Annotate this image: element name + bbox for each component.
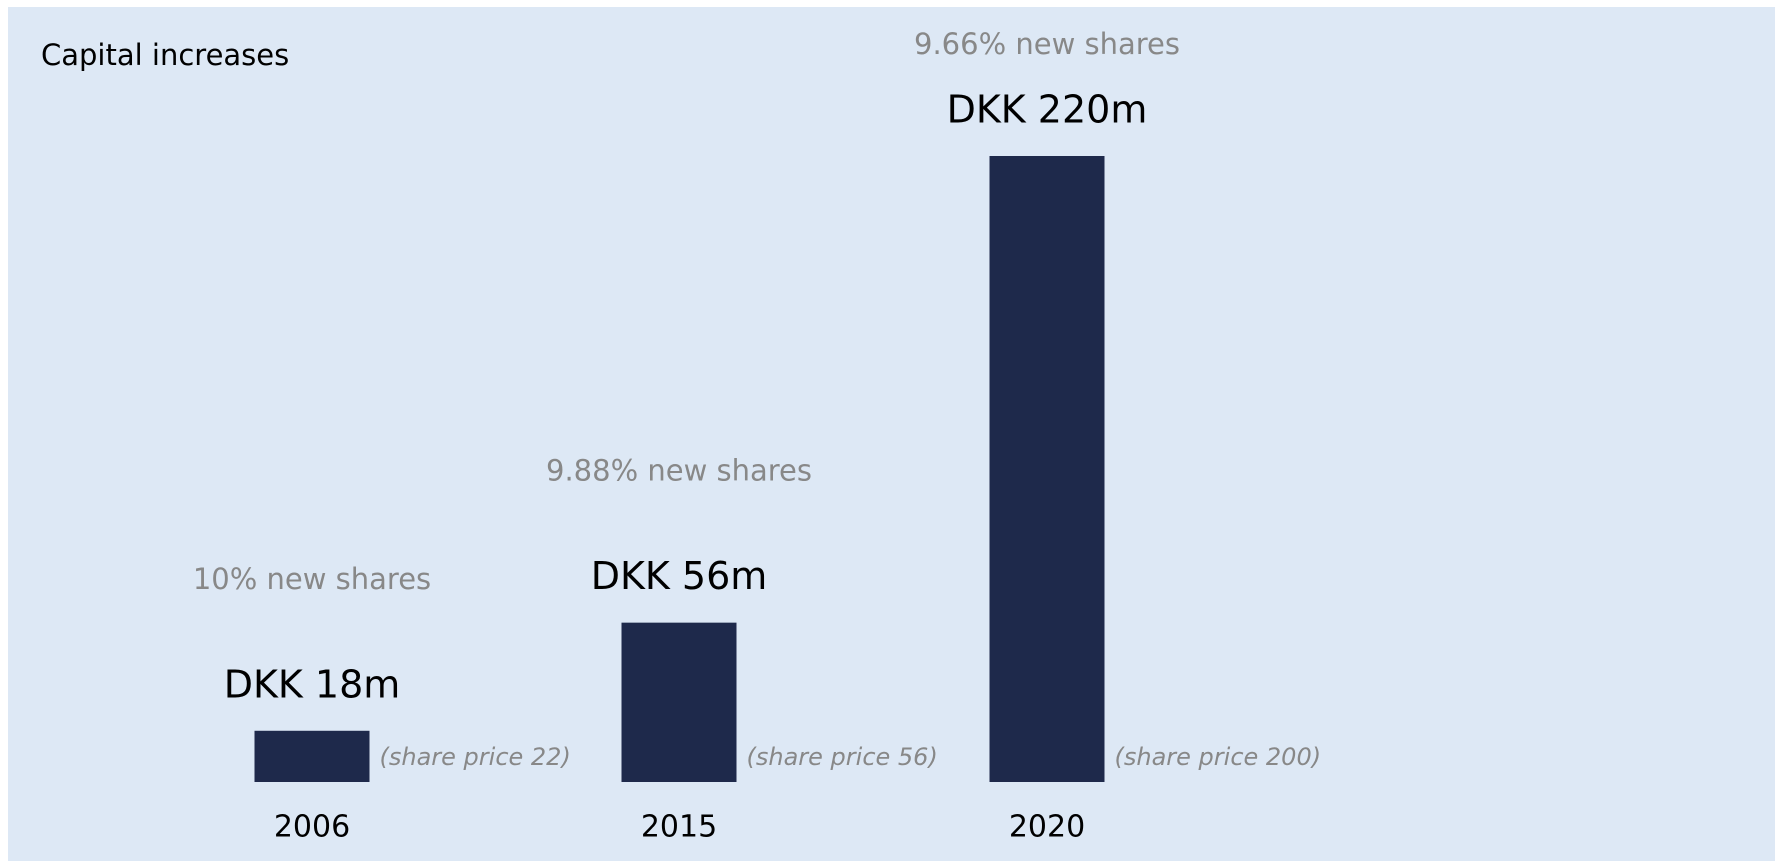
- bar: [989, 156, 1105, 782]
- new-shares-label: 10% new shares: [193, 562, 431, 596]
- value-label: DKK 18m: [224, 662, 401, 706]
- bar: [254, 730, 370, 782]
- x-tick-label: 2020: [1009, 810, 1085, 845]
- value-label: DKK 56m: [591, 554, 768, 598]
- background: [8, 7, 1775, 861]
- share-price-label: (share price 56): [747, 743, 938, 771]
- new-shares-label: 9.66% new shares: [914, 27, 1180, 61]
- new-shares-label: 9.88% new shares: [546, 454, 812, 488]
- share-price-label: (share price 22): [380, 743, 571, 771]
- share-price-label: (share price 200): [1115, 743, 1322, 771]
- chart-title: Capital increases: [41, 38, 289, 72]
- value-label: DKK 220m: [947, 88, 1148, 132]
- x-tick-label: 2006: [274, 810, 350, 845]
- bar: [621, 622, 737, 782]
- x-tick-label: 2015: [641, 810, 717, 845]
